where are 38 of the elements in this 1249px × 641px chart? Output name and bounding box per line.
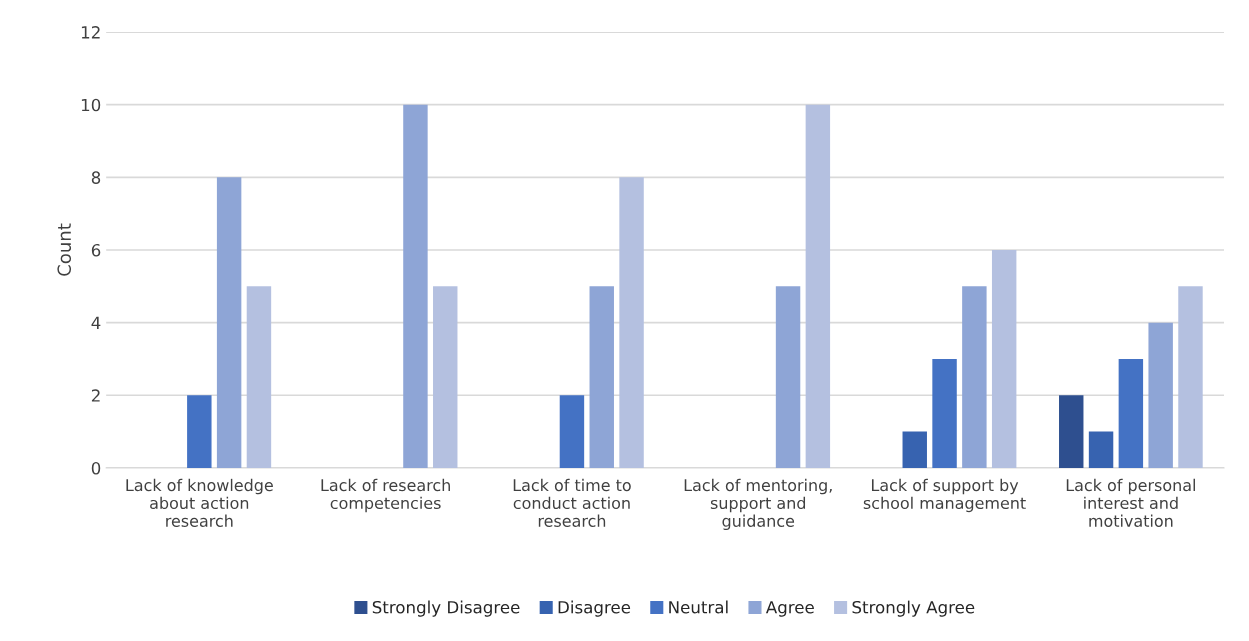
bar bbox=[1118, 358, 1144, 468]
bar bbox=[246, 286, 272, 468]
y-tick-label: 4 bbox=[91, 316, 101, 329]
x-tick-label: Lack of time to conduct action research bbox=[513, 478, 631, 527]
bar bbox=[589, 286, 614, 468]
bar bbox=[775, 286, 801, 468]
y-tick-label: 8 bbox=[91, 171, 101, 184]
bar bbox=[902, 431, 927, 468]
y-tick-label: 2 bbox=[91, 389, 100, 402]
bar bbox=[1148, 322, 1173, 468]
legend-label: Disagree bbox=[558, 600, 631, 617]
y-tick-label: 12 bbox=[81, 26, 100, 39]
bar bbox=[187, 395, 212, 468]
x-tick-label: Lack of knowledge about action research bbox=[126, 478, 273, 527]
bar bbox=[1178, 286, 1203, 468]
bar bbox=[559, 395, 585, 468]
y-tick-label: 6 bbox=[91, 243, 101, 257]
bar bbox=[433, 286, 458, 468]
legend-label: Agree bbox=[765, 601, 814, 617]
x-tick-label: Lack of support by school management bbox=[863, 478, 1026, 513]
x-tick-label: Lack of research competencies bbox=[321, 478, 450, 513]
y-tick-label: 10 bbox=[81, 98, 101, 112]
bar bbox=[805, 104, 831, 468]
bar bbox=[216, 177, 242, 468]
bar bbox=[403, 104, 428, 468]
bar bbox=[932, 358, 957, 468]
legend-label: Strongly Agree bbox=[852, 600, 975, 617]
bar bbox=[1059, 395, 1084, 468]
legend-label: Neutral bbox=[669, 600, 728, 614]
bar bbox=[619, 177, 644, 468]
legend-label: Strongly Disagree bbox=[372, 600, 520, 617]
bar bbox=[991, 249, 1017, 468]
y-axis-title: Count bbox=[57, 223, 72, 276]
bar bbox=[1088, 431, 1114, 468]
x-tick-label: Lack of personal interest and motivation bbox=[1066, 478, 1195, 527]
bar bbox=[962, 286, 987, 468]
y-tick-label: 0 bbox=[91, 461, 101, 475]
x-tick-label: Lack of mentoring, support and guidance bbox=[684, 478, 832, 531]
